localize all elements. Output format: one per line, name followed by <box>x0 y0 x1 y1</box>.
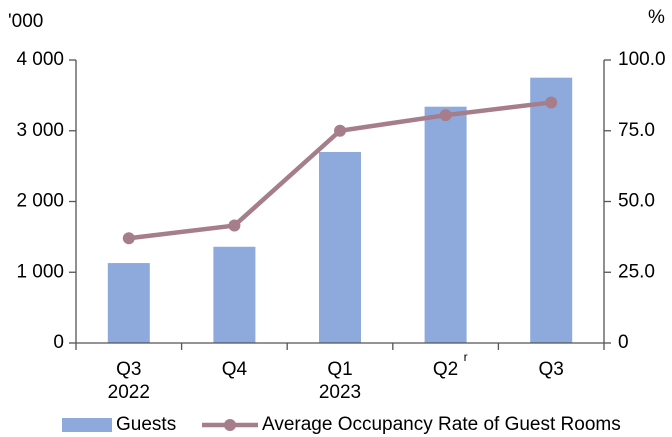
y2-tick-label: 0 <box>618 332 629 353</box>
y-tick-label: 1 000 <box>16 261 64 282</box>
bar <box>530 77 573 343</box>
line-marker <box>228 219 241 232</box>
legend-label: Average Occupancy Rate of Guest Rooms <box>262 414 621 435</box>
x-tick-label: Q4 <box>221 359 248 380</box>
y-tick-label: 2 000 <box>16 191 64 212</box>
bar <box>107 263 150 343</box>
y-tick-label: 3 000 <box>16 120 64 141</box>
y-tick-label: 4 000 <box>16 49 64 70</box>
y2-tick-label: 100.0 <box>618 49 666 70</box>
y2-unit: % <box>648 7 665 28</box>
x-tick-label: Q1 2023 <box>318 359 362 403</box>
line-marker <box>439 109 452 122</box>
y2-tick-label: 25.0 <box>618 261 655 282</box>
bar <box>213 246 256 343</box>
x-tick-label: Q2 <box>432 359 459 380</box>
line-marker <box>122 232 135 245</box>
revision-mark: r <box>463 350 468 364</box>
y2-tick-label: 50.0 <box>618 191 655 212</box>
x-tick-label: Q3 <box>538 359 564 380</box>
line-marker <box>545 96 558 109</box>
legend-marker <box>224 419 236 431</box>
y-unit: '000 <box>8 11 43 32</box>
y2-tick-label: 75.0 <box>618 120 655 141</box>
bar <box>424 106 467 343</box>
legend-swatch <box>62 418 112 432</box>
line-marker <box>334 124 346 137</box>
x-tick-label: Q3 2022 <box>107 359 150 403</box>
y-tick-label: 0 <box>53 332 64 353</box>
bar <box>319 151 361 343</box>
legend-label: Guests <box>116 414 176 435</box>
